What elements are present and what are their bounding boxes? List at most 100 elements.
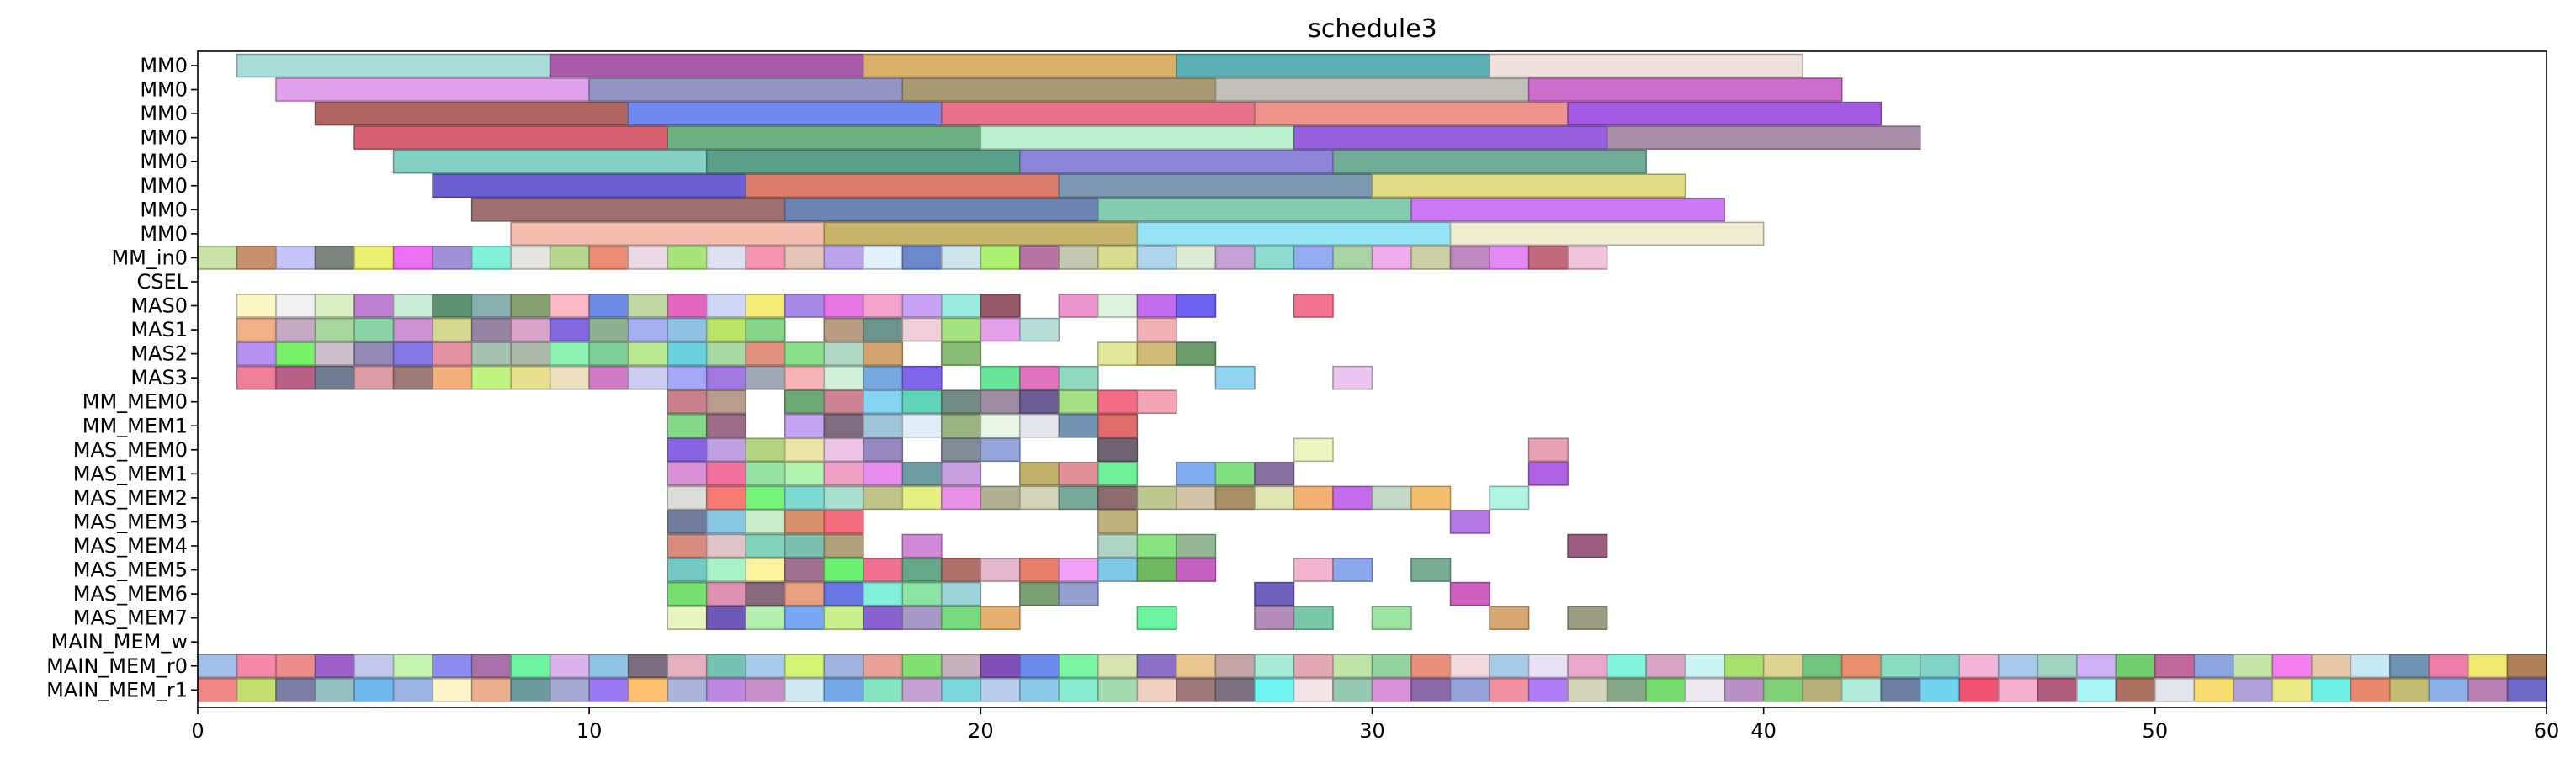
x-tick-label: 50 (2143, 719, 2169, 743)
gantt-bar (980, 558, 1021, 582)
gantt-bar (1527, 246, 1569, 270)
gantt-bar (510, 246, 551, 270)
gantt-bar (549, 317, 590, 342)
gantt-bar (941, 341, 982, 366)
gantt-bar (941, 654, 982, 678)
gantt-bar (667, 606, 708, 630)
gantt-bar (1371, 485, 1412, 511)
gantt-bar (1136, 678, 1177, 702)
gantt-bar (1567, 654, 1608, 678)
gantt-bar (314, 317, 355, 342)
gantt-bar (588, 341, 629, 366)
gantt-bar (1489, 246, 1530, 270)
gantt-bar (745, 246, 786, 270)
gantt-bar (275, 317, 316, 342)
gantt-bar (1176, 341, 1217, 366)
gantt-bar (392, 654, 433, 678)
gantt-bar (1254, 606, 1295, 630)
gantt-bar (863, 246, 904, 270)
gantt-bar (1176, 294, 1217, 318)
gantt-bar (863, 654, 904, 678)
gantt-bar (1880, 678, 1921, 702)
gantt-bar (549, 678, 590, 702)
gantt-bar (1058, 654, 1099, 678)
gantt-bar (667, 510, 708, 534)
gantt-bar (705, 389, 746, 414)
gantt-bar (784, 437, 826, 463)
gantt-bar (1606, 125, 1921, 150)
gantt-bar (275, 654, 316, 678)
y-tick-label: MAS_MEM1 (73, 462, 188, 485)
gantt-bar (1136, 485, 1177, 511)
gantt-bar (2389, 654, 2430, 678)
gantt-bar (1880, 654, 1921, 678)
gantt-bar (705, 581, 746, 606)
gantt-bar (1058, 462, 1099, 486)
gantt-bar (275, 678, 316, 702)
gantt-bar (1097, 654, 1139, 678)
gantt-bar (510, 654, 551, 678)
gantt-bar (823, 414, 864, 438)
gantt-bar (1097, 198, 1412, 222)
gantt-bar (667, 317, 708, 342)
gantt-bar (784, 341, 826, 366)
gantt-bar (353, 654, 395, 678)
gantt-bar (1019, 654, 1060, 678)
bars-layer (197, 53, 2547, 702)
gantt-bar (1058, 294, 1099, 318)
gantt-bar (1097, 414, 1139, 438)
gantt-bar (980, 317, 1021, 342)
gantt-bar (705, 654, 746, 678)
gantt-bar (1802, 654, 1843, 678)
gantt-bar (549, 365, 590, 390)
gantt-bar (1645, 654, 1686, 678)
gantt-bar (470, 294, 512, 318)
gantt-bar (236, 53, 551, 78)
gantt-bar (941, 414, 982, 438)
gantt-bar (784, 533, 826, 558)
y-tick-label: MAIN_MEM_w (51, 630, 188, 654)
gantt-bar (2233, 654, 2274, 678)
gantt-bar (745, 317, 786, 342)
gantt-bar (549, 654, 590, 678)
gantt-bar (588, 654, 629, 678)
gantt-bar (353, 341, 395, 366)
y-tick-label: MAS_MEM7 (73, 606, 188, 630)
gantt-bar (1293, 294, 1334, 318)
gantt-bar (667, 437, 708, 463)
gantt-bar (1214, 654, 1256, 678)
gantt-bar (1058, 173, 1373, 198)
gantt-bar (432, 173, 746, 198)
gantt-bar (2467, 678, 2509, 702)
gantt-bar (667, 414, 708, 438)
gantt-bar (1176, 462, 1217, 486)
gantt-bar (275, 77, 590, 102)
gantt-bar (1214, 365, 1256, 390)
y-tick-label: MM0 (140, 198, 188, 221)
gantt-bar (236, 317, 277, 342)
gantt-bar (667, 365, 708, 390)
gantt-bar (314, 365, 355, 390)
gantt-bar (353, 294, 395, 318)
gantt-bar (432, 365, 473, 390)
gantt-bar (1176, 485, 1217, 511)
gantt-bar (1176, 654, 1217, 678)
gantt-bar (1527, 77, 1843, 102)
gantt-bar (2311, 654, 2352, 678)
gantt-bar (1136, 246, 1177, 270)
gantt-bar (1097, 389, 1139, 414)
gantt-bar (314, 101, 629, 126)
gantt-bar (1332, 365, 1373, 390)
gantt-bar (863, 414, 904, 438)
gantt-bar (1136, 221, 1452, 246)
gantt-bar (1254, 101, 1569, 126)
gantt-bar (705, 149, 1021, 174)
gantt-bar (1684, 654, 1725, 678)
gantt-bar (1019, 365, 1060, 390)
gantt-bar (1097, 533, 1139, 558)
y-tick-label: MM_MEM0 (82, 390, 188, 414)
gantt-bar (1019, 389, 1060, 414)
gantt-bar (392, 149, 708, 174)
gantt-bar (667, 246, 708, 270)
gantt-bar (1489, 53, 1803, 78)
